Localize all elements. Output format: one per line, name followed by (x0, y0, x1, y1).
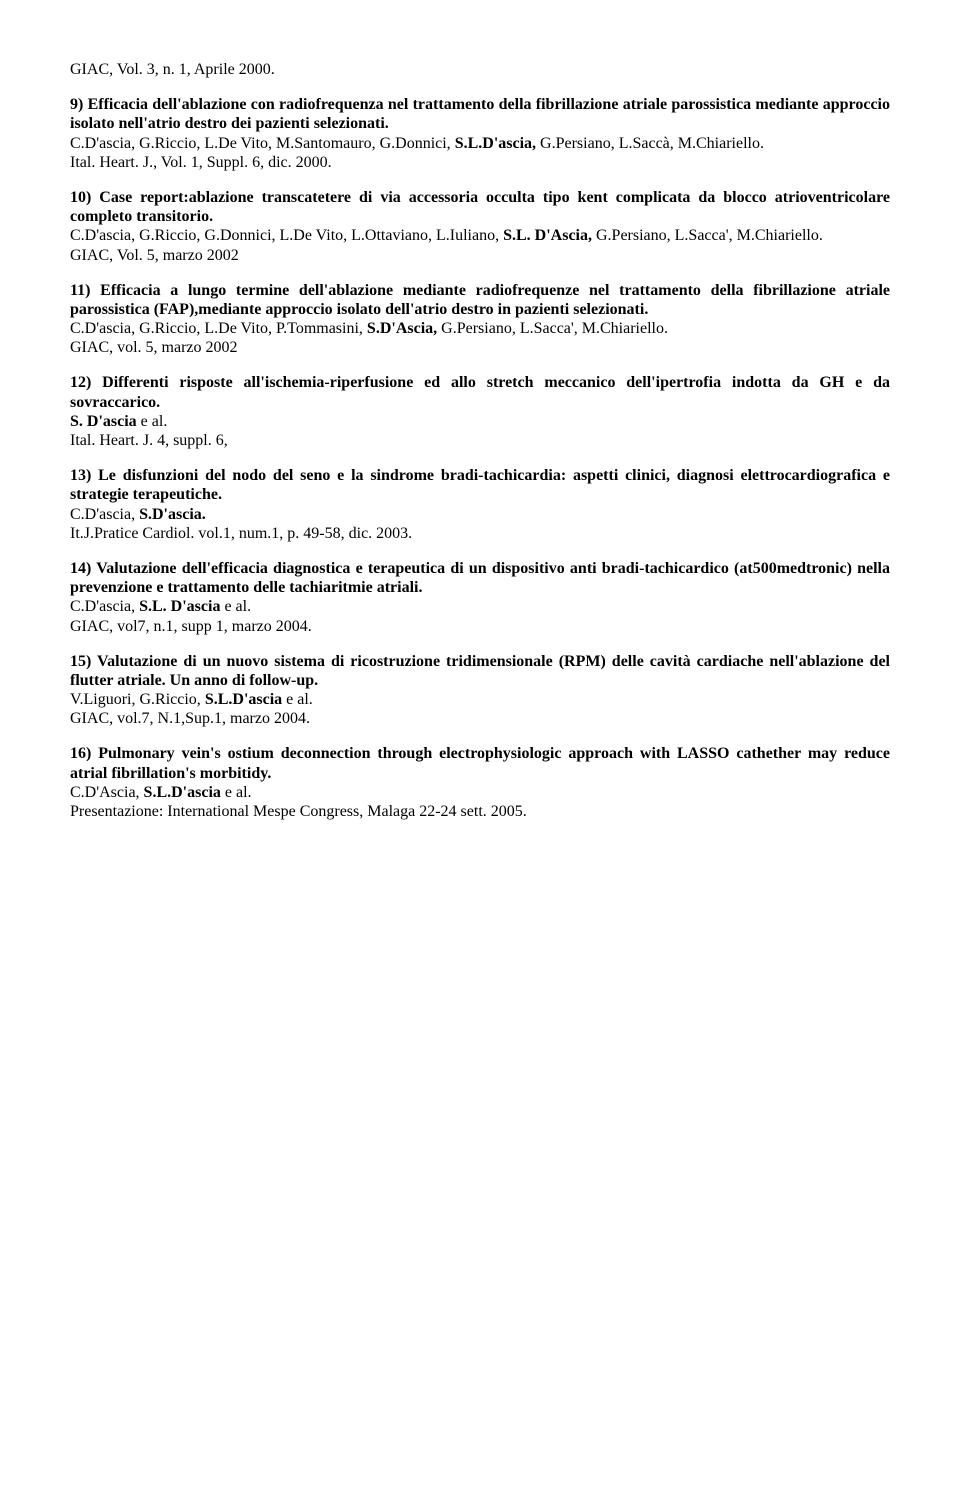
authors-bold: S.L.D'ascia (144, 784, 225, 801)
reference-line: GIAC, Vol. 3, n. 1, Aprile 2000. (70, 60, 890, 79)
entry-title: 16) Pulmonary vein's ostium deconnection… (70, 744, 890, 782)
authors-post: G.Persiano, L.Saccà, M.Chiariello. (540, 135, 764, 152)
authors-pre: C.D'ascia, (70, 598, 139, 615)
entry-ref: Ital. Heart. J., Vol. 1, Suppl. 6, dic. … (70, 153, 890, 172)
entry-ref: Presentazione: International Mespe Congr… (70, 802, 890, 821)
entry-title: 13) Le disfunzioni del nodo del seno e l… (70, 466, 890, 504)
authors-pre: C.D'Ascia, (70, 784, 144, 801)
entry-authors: C.D'ascia, S.L. D'ascia e al. (70, 597, 890, 616)
authors-bold: S.D'Ascia, (367, 320, 441, 337)
entry-9: 9) Efficacia dell'ablazione con radiofre… (70, 95, 890, 172)
entry-ref: GIAC, Vol. 5, marzo 2002 (70, 246, 890, 265)
authors-bold: S.L. D'Ascia, (503, 227, 596, 244)
authors-post: G.Persiano, L.Sacca', M.Chiariello. (596, 227, 823, 244)
entry-ref: Ital. Heart. J. 4, suppl. 6, (70, 431, 890, 450)
authors-bold: S.L.D'ascia (205, 691, 286, 708)
authors-post: G.Persiano, L.Sacca', M.Chiariello. (441, 320, 668, 337)
entry-16: 16) Pulmonary vein's ostium deconnection… (70, 744, 890, 821)
entry-authors: S. D'ascia e al. (70, 412, 890, 431)
entry-authors: C.D'ascia, G.Riccio, G.Donnici, L.De Vit… (70, 226, 890, 245)
entry-title: 11) Efficacia a lungo termine dell'ablaz… (70, 281, 890, 319)
authors-bold: S.L. D'ascia (139, 598, 224, 615)
authors-bold: S.L.D'ascia, (455, 135, 540, 152)
entry-11: 11) Efficacia a lungo termine dell'ablaz… (70, 281, 890, 358)
authors-post: e al. (224, 598, 251, 615)
ref-text: GIAC, Vol. 3, n. 1, Aprile 2000. (70, 61, 275, 78)
entry-10: 10) Case report:ablazione transcatetere … (70, 188, 890, 265)
entry-title: 14) Valutazione dell'efficacia diagnosti… (70, 559, 890, 597)
authors-pre: C.D'ascia, (70, 506, 139, 523)
authors-post: e al. (286, 691, 313, 708)
authors-pre: C.D'ascia, G.Riccio, L.De Vito, P.Tommas… (70, 320, 367, 337)
entry-ref: GIAC, vol.7, N.1,Sup.1, marzo 2004. (70, 709, 890, 728)
authors-bold: S.D'ascia. (139, 506, 206, 523)
authors-post: e al. (141, 413, 168, 430)
authors-pre: V.Liguori, G.Riccio, (70, 691, 205, 708)
authors-bold: S. D'ascia (70, 413, 141, 430)
entry-ref: GIAC, vol. 5, marzo 2002 (70, 338, 890, 357)
entry-authors: C.D'Ascia, S.L.D'ascia e al. (70, 783, 890, 802)
entry-authors: C.D'ascia, S.D'ascia. (70, 505, 890, 524)
entry-authors: C.D'ascia, G.Riccio, L.De Vito, M.Santom… (70, 134, 890, 153)
entry-ref: GIAC, vol7, n.1, supp 1, marzo 2004. (70, 617, 890, 636)
entry-ref: It.J.Pratice Cardiol. vol.1, num.1, p. 4… (70, 524, 890, 543)
entry-authors: V.Liguori, G.Riccio, S.L.D'ascia e al. (70, 690, 890, 709)
authors-pre: C.D'ascia, G.Riccio, G.Donnici, L.De Vit… (70, 227, 503, 244)
entry-title: 15) Valutazione di un nuovo sistema di r… (70, 652, 890, 690)
entry-title: 12) Differenti risposte all'ischemia-rip… (70, 373, 890, 411)
entry-title: 10) Case report:ablazione transcatetere … (70, 188, 890, 226)
entry-title: 9) Efficacia dell'ablazione con radiofre… (70, 95, 890, 133)
authors-pre: C.D'ascia, G.Riccio, L.De Vito, M.Santom… (70, 135, 455, 152)
entry-authors: C.D'ascia, G.Riccio, L.De Vito, P.Tommas… (70, 319, 890, 338)
entry-15: 15) Valutazione di un nuovo sistema di r… (70, 652, 890, 729)
authors-post: e al. (225, 784, 252, 801)
entry-13: 13) Le disfunzioni del nodo del seno e l… (70, 466, 890, 543)
entry-14: 14) Valutazione dell'efficacia diagnosti… (70, 559, 890, 636)
entry-12: 12) Differenti risposte all'ischemia-rip… (70, 373, 890, 450)
